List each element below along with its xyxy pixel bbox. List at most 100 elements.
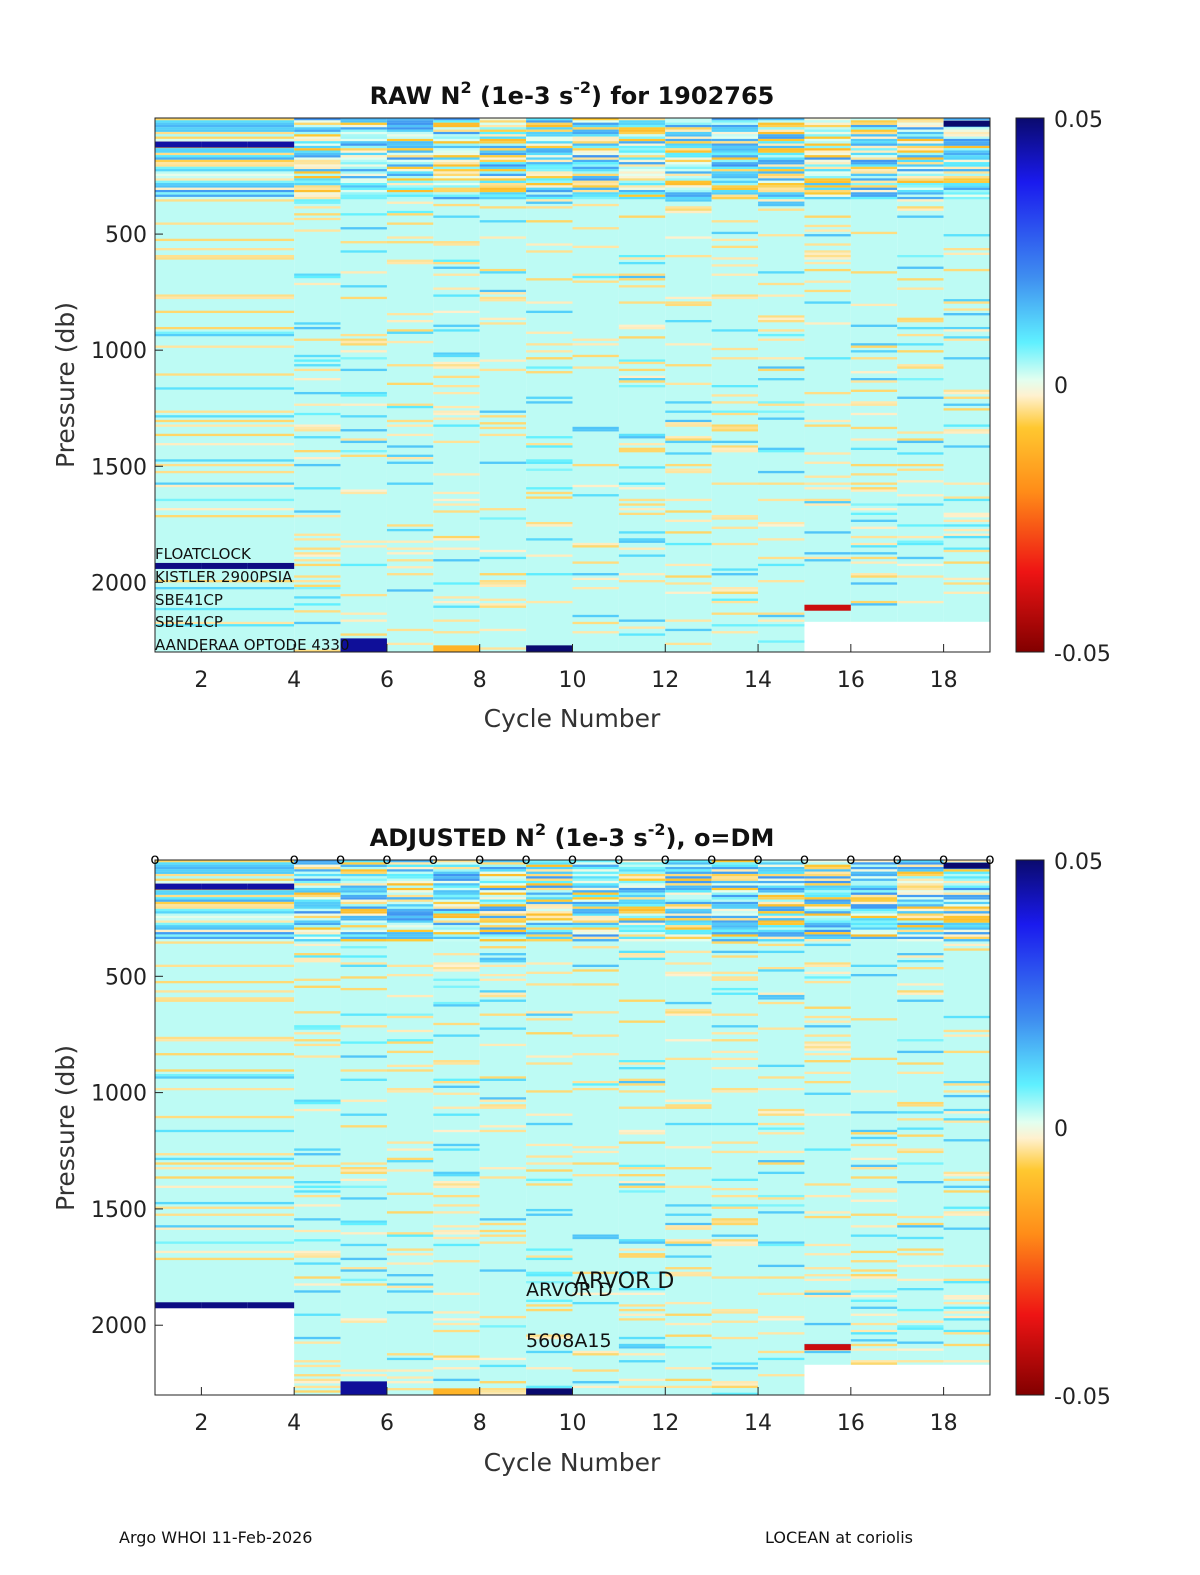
cell xyxy=(433,1106,480,1109)
cell xyxy=(294,155,341,158)
cell xyxy=(665,382,712,385)
cell xyxy=(386,1234,434,1237)
cell xyxy=(155,915,295,919)
cell xyxy=(433,929,480,933)
cell xyxy=(386,1015,434,1019)
cell xyxy=(850,866,898,870)
cell xyxy=(943,932,990,935)
cell xyxy=(340,250,387,253)
cell xyxy=(526,1018,573,1021)
cell xyxy=(572,864,619,867)
cell xyxy=(943,512,990,516)
cell xyxy=(943,892,990,895)
cell xyxy=(294,171,341,174)
cell xyxy=(340,1267,387,1270)
cell xyxy=(155,1153,295,1156)
cell xyxy=(850,134,898,137)
cell xyxy=(294,894,341,898)
cycle-column xyxy=(711,860,759,1395)
cell xyxy=(526,366,573,369)
cell xyxy=(665,1241,712,1244)
cell xyxy=(665,628,712,632)
cell xyxy=(618,261,666,265)
cell xyxy=(526,860,573,863)
cycle-column xyxy=(340,860,387,1395)
dm-marker: o xyxy=(290,850,299,868)
cell xyxy=(850,303,898,307)
cell xyxy=(804,138,851,142)
cycle-column xyxy=(386,860,434,1395)
cell xyxy=(433,324,480,327)
cell xyxy=(618,131,666,135)
cell xyxy=(572,338,619,341)
cell xyxy=(572,120,619,123)
cell xyxy=(386,1148,434,1151)
cell xyxy=(433,913,480,916)
cell xyxy=(758,883,805,886)
cell xyxy=(479,929,527,933)
cell xyxy=(479,145,527,149)
cell xyxy=(340,438,387,441)
dm-marker: o xyxy=(336,850,345,868)
cell xyxy=(850,185,898,188)
cell xyxy=(479,918,527,921)
cell xyxy=(155,869,295,872)
cell xyxy=(804,876,851,879)
cell xyxy=(340,540,387,543)
cell xyxy=(804,187,851,190)
cell xyxy=(340,934,387,937)
cell xyxy=(758,470,805,474)
cell xyxy=(665,440,712,444)
cell xyxy=(155,294,295,297)
cell xyxy=(804,862,851,865)
cell xyxy=(433,138,480,142)
cell xyxy=(294,150,341,153)
cell xyxy=(433,259,480,262)
cell xyxy=(433,155,480,158)
cell xyxy=(433,162,480,165)
cell xyxy=(943,129,990,132)
cell xyxy=(340,1243,387,1247)
cell xyxy=(758,994,805,998)
cell xyxy=(943,482,990,485)
cell xyxy=(943,1015,990,1019)
dm-marker: o xyxy=(753,850,762,868)
cell xyxy=(711,171,759,174)
cell xyxy=(804,1060,851,1063)
cell xyxy=(850,1274,898,1277)
x-axis-label-adjusted: Cycle Number xyxy=(484,1448,661,1477)
cell xyxy=(155,162,295,165)
cell xyxy=(479,1222,527,1226)
cell xyxy=(479,866,527,870)
cell xyxy=(294,860,341,863)
cell xyxy=(943,143,990,146)
cycle-column xyxy=(897,860,944,1365)
cell xyxy=(433,1367,480,1370)
cell xyxy=(711,878,759,881)
cell xyxy=(943,136,990,139)
cell xyxy=(155,1250,295,1254)
cell xyxy=(294,1043,341,1047)
cell xyxy=(526,129,573,132)
cell xyxy=(294,880,341,884)
cell xyxy=(804,929,851,933)
cell xyxy=(433,885,480,888)
cell xyxy=(943,934,990,937)
y-tick-label: 1500 xyxy=(91,1198,147,1223)
cell xyxy=(294,1148,341,1151)
cell xyxy=(155,152,295,156)
cell xyxy=(340,880,387,884)
cell xyxy=(711,385,759,388)
cell xyxy=(386,143,434,146)
cell xyxy=(386,911,434,914)
cell xyxy=(386,1376,434,1379)
cell xyxy=(758,141,805,144)
cell xyxy=(850,271,898,274)
cell xyxy=(433,860,480,1395)
cell xyxy=(294,955,341,958)
cell xyxy=(433,118,480,121)
cell xyxy=(758,333,805,337)
cell xyxy=(804,1322,851,1326)
cell xyxy=(572,166,619,170)
cell xyxy=(155,624,295,627)
